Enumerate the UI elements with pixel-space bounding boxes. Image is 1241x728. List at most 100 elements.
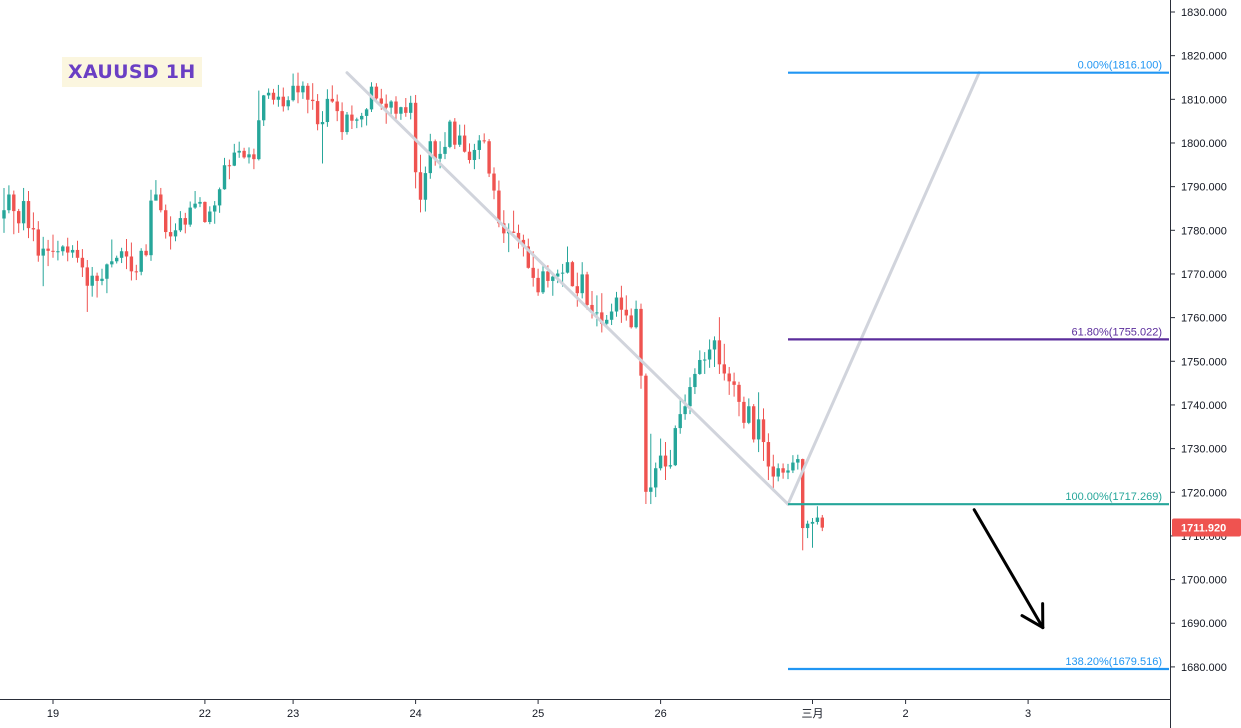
candle bbox=[286, 96, 290, 111]
candle bbox=[315, 94, 320, 131]
time-tick-label: 25 bbox=[532, 708, 544, 720]
candle-body bbox=[12, 194, 16, 212]
arrow-head bbox=[1020, 614, 1045, 630]
candle-body bbox=[810, 521, 815, 524]
candle-body bbox=[379, 98, 383, 104]
candle-body bbox=[340, 111, 344, 133]
candle bbox=[100, 268, 104, 286]
candle bbox=[565, 246, 570, 274]
time-axis-bg bbox=[0, 699, 1170, 728]
candle bbox=[443, 132, 447, 160]
candle bbox=[296, 72, 300, 104]
candle-body bbox=[732, 381, 736, 385]
symbol-title: XAUUSD 1H bbox=[68, 61, 196, 83]
price-tick-label: 1700.000 bbox=[1181, 575, 1227, 587]
candle bbox=[448, 119, 452, 149]
candle-body bbox=[296, 85, 300, 93]
candle bbox=[232, 143, 236, 167]
candle bbox=[271, 88, 276, 105]
candle bbox=[453, 118, 457, 150]
candle-body bbox=[149, 200, 153, 256]
candle bbox=[820, 514, 824, 532]
candle bbox=[188, 201, 192, 227]
candle bbox=[629, 308, 633, 329]
candle-body bbox=[66, 246, 70, 253]
candle-body bbox=[164, 210, 168, 233]
last-price-label: 1711.920 bbox=[1181, 523, 1226, 535]
candle-body bbox=[487, 141, 491, 174]
candle-body bbox=[575, 286, 579, 294]
candle bbox=[198, 197, 202, 208]
candle-body bbox=[399, 107, 403, 114]
candle bbox=[693, 368, 697, 395]
candle-body bbox=[95, 275, 99, 281]
candle-body bbox=[815, 517, 820, 522]
candle bbox=[227, 159, 232, 180]
candle bbox=[580, 262, 584, 299]
drawing-tools-layer: 0.00%(1816.100) 61.80%(1755.022) 100.00%(1… bbox=[345, 60, 1169, 671]
candle-body bbox=[595, 312, 599, 314]
candle bbox=[242, 147, 246, 159]
candle bbox=[462, 124, 467, 153]
candle-body bbox=[605, 319, 609, 324]
candle-body bbox=[242, 150, 246, 158]
candle-body bbox=[364, 109, 369, 116]
candle-body bbox=[360, 115, 364, 120]
candle-body bbox=[428, 141, 432, 174]
candle bbox=[614, 291, 619, 317]
candle bbox=[624, 295, 628, 321]
candle bbox=[458, 124, 462, 147]
candle-body bbox=[756, 419, 761, 440]
time-tick-label: 26 bbox=[654, 708, 666, 720]
candle-body bbox=[776, 468, 780, 477]
candle bbox=[404, 98, 408, 117]
price-axis-bg bbox=[1170, 0, 1241, 728]
candle bbox=[771, 454, 775, 492]
candle-body bbox=[717, 340, 722, 365]
candle-body bbox=[320, 122, 325, 125]
candle bbox=[634, 300, 638, 329]
candle bbox=[433, 139, 437, 166]
candle bbox=[492, 167, 496, 200]
candle-body bbox=[208, 211, 212, 223]
candle bbox=[575, 272, 579, 307]
candle-body bbox=[237, 150, 241, 153]
candle-body bbox=[227, 165, 232, 167]
candle-body bbox=[75, 249, 80, 258]
price-axis[interactable]: 1680.0001690.0001700.0001710.0001720.000… bbox=[1170, 0, 1241, 728]
time-tick-label: 3 bbox=[1025, 708, 1031, 720]
time-tick-label: 23 bbox=[287, 708, 299, 720]
candle-body bbox=[56, 251, 60, 253]
candle bbox=[31, 212, 36, 242]
time-tick-label: 22 bbox=[199, 708, 211, 720]
candle bbox=[761, 408, 766, 461]
candle bbox=[203, 201, 207, 223]
candle bbox=[173, 223, 178, 242]
time-tick-label: 2 bbox=[903, 708, 909, 720]
candle-body bbox=[609, 311, 614, 320]
candle bbox=[570, 260, 575, 287]
time-tick-label: 19 bbox=[47, 708, 59, 720]
candle-body bbox=[526, 246, 530, 268]
candle bbox=[712, 336, 717, 367]
candle-body bbox=[134, 271, 138, 273]
price-tick-label: 1760.000 bbox=[1181, 313, 1227, 325]
candle-body bbox=[115, 257, 119, 262]
candle-body bbox=[492, 173, 496, 191]
candle-body bbox=[409, 102, 413, 113]
down-arrow bbox=[972, 508, 1045, 630]
candle bbox=[70, 245, 75, 258]
candle bbox=[41, 236, 45, 287]
candle-body bbox=[198, 201, 202, 204]
candle-body bbox=[801, 459, 805, 529]
candles-layer bbox=[2, 72, 824, 551]
candle bbox=[644, 373, 648, 505]
candle bbox=[301, 81, 305, 99]
candle bbox=[56, 240, 60, 261]
candle bbox=[717, 317, 722, 374]
candle bbox=[311, 83, 315, 110]
candle-body bbox=[511, 231, 516, 233]
candle-body bbox=[761, 419, 766, 443]
time-axis[interactable]: 19 22 23 24 25 26 三月 2 3 bbox=[0, 699, 1170, 728]
